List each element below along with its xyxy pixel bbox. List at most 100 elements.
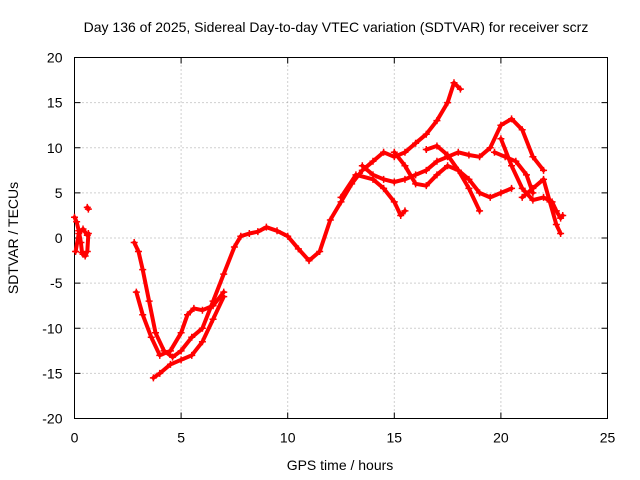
series-track-7 [337, 171, 409, 219]
axis-ticks: 0 5 10 15 20 25 -20 -15 -10 -5 0 5 10 15 20 [42, 50, 615, 446]
data-point [83, 231, 91, 239]
data-point [454, 166, 462, 174]
data-point [177, 356, 185, 364]
data-point [149, 374, 157, 382]
data-point [294, 245, 302, 253]
data-point [130, 239, 138, 247]
y-tick-label: -10 [42, 320, 62, 336]
data-point [132, 288, 140, 296]
data-point [145, 297, 153, 305]
data-point [559, 211, 567, 219]
data-point [83, 248, 91, 256]
data-point [476, 189, 484, 197]
series-line [392, 150, 514, 200]
data-point [465, 175, 473, 183]
series-line [151, 294, 226, 380]
data-point [397, 211, 405, 219]
data-point [540, 166, 548, 174]
data-point [337, 193, 345, 201]
data-point [75, 229, 83, 237]
data-point [456, 85, 464, 93]
data-point [518, 184, 526, 192]
data-point [220, 270, 228, 278]
data-point [380, 175, 388, 183]
data-point [444, 162, 452, 170]
data-point [134, 248, 142, 256]
data-point [177, 347, 185, 355]
series-track-11 [497, 135, 567, 222]
data-point [190, 304, 198, 312]
data-point [508, 162, 516, 170]
data-point [501, 153, 509, 161]
series-line [73, 227, 90, 254]
data-point [422, 182, 430, 190]
data-point [486, 193, 494, 201]
chart-title: Day 136 of 2025, Sidereal Day-to-day VTE… [84, 19, 589, 35]
data-point [273, 227, 281, 235]
data-point [316, 248, 324, 256]
series-track-6 [149, 293, 228, 382]
data-point [245, 229, 253, 237]
data-point [518, 126, 526, 134]
data-point [497, 121, 505, 129]
grid [74, 57, 608, 419]
x-tick-label: 15 [387, 430, 403, 446]
y-tick-label: -5 [50, 275, 63, 291]
data-point [465, 184, 473, 192]
series-track-4 [130, 79, 464, 361]
data-point [84, 205, 92, 213]
series-track-3 [83, 203, 92, 213]
data-point [433, 171, 441, 179]
data-point [444, 99, 452, 107]
data-point [476, 207, 484, 215]
data-point [540, 175, 548, 183]
data-point [177, 329, 185, 337]
data-point [412, 139, 420, 147]
x-tick-label: 5 [177, 430, 185, 446]
series-track-2 [72, 225, 91, 256]
data-point [380, 184, 388, 192]
plot-frame [74, 57, 608, 419]
data-point [412, 180, 420, 188]
data-point [166, 347, 174, 355]
data-point [433, 117, 441, 125]
data-point [401, 175, 409, 183]
data-point [166, 360, 174, 368]
data-point [152, 329, 160, 337]
data-point [546, 198, 554, 206]
data-point [433, 157, 441, 165]
data-point [401, 162, 409, 170]
data-point [188, 333, 196, 341]
data-point [352, 171, 360, 179]
data-point [71, 213, 78, 221]
data-point [512, 157, 520, 165]
data-point [188, 351, 196, 359]
data-point [497, 189, 505, 197]
data-point [220, 293, 228, 301]
data-point [79, 225, 87, 233]
y-tick-label: 10 [47, 140, 63, 156]
data-point [169, 353, 177, 361]
data-point [491, 148, 499, 156]
data-point [450, 79, 458, 87]
data-point [198, 306, 206, 314]
data-point [254, 228, 262, 236]
y-tick-label: 0 [55, 230, 63, 246]
y-tick-label: -20 [42, 411, 62, 427]
data-point [444, 151, 452, 159]
y-tick-label: 15 [47, 95, 63, 111]
series-track-8 [358, 115, 548, 186]
data-series [71, 79, 567, 382]
data-point [73, 218, 81, 226]
data-point [156, 369, 164, 377]
x-tick-label: 20 [493, 430, 509, 446]
data-point [198, 324, 206, 332]
y-tick-label: -15 [42, 365, 62, 381]
data-point [147, 333, 155, 341]
series-track-10 [422, 142, 484, 215]
data-point [230, 243, 238, 251]
data-point [508, 115, 516, 123]
data-point [412, 171, 420, 179]
data-point [476, 153, 484, 161]
data-point [540, 193, 548, 201]
